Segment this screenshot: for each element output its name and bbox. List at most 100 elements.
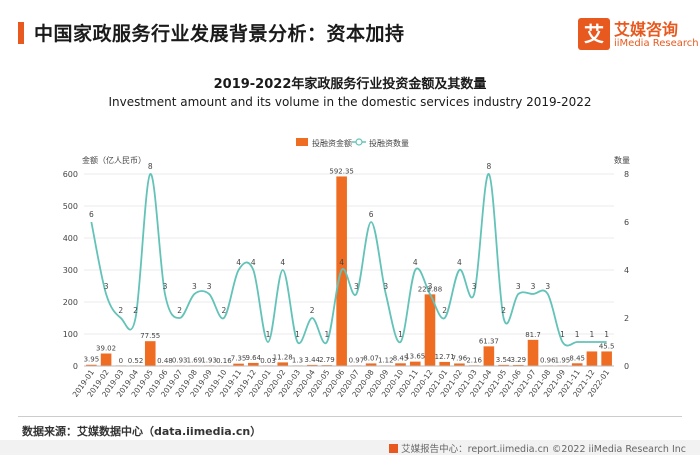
bar-amount [233, 363, 244, 366]
amount-data-label: 0.93 [172, 357, 188, 365]
footer-bar: 艾媒报告中心：report.iimedia.cn ©2022 iiMedia R… [0, 440, 700, 455]
count-data-label: 4 [413, 258, 418, 267]
count-data-label: 6 [89, 210, 94, 219]
footer-text: 艾媒报告中心：report.iimedia.cn ©2022 iiMedia R… [389, 441, 686, 455]
count-data-label: 2 [118, 306, 123, 315]
count-data-label: 1 [325, 330, 330, 339]
bar-amount [424, 294, 436, 366]
amount-data-label: 77.55 [140, 332, 160, 340]
amount-data-label: 1.3 [292, 357, 303, 365]
amount-data-label: 7.35 [231, 355, 247, 363]
bar-amount [395, 363, 406, 366]
count-data-label: 3 [531, 282, 536, 291]
amount-data-label: 0.52 [128, 357, 144, 365]
count-data-label: 3 [192, 282, 197, 291]
y-axis-left-title: 金额（亿人民币） [82, 155, 146, 165]
amount-data-label: 9.64 [246, 354, 262, 362]
y-left-tick-label: 300 [63, 266, 78, 275]
count-data-label: 1 [575, 330, 580, 339]
bar-amount [277, 362, 289, 366]
y-right-tick-label: 2 [624, 314, 629, 323]
legend-swatch-amount [296, 138, 308, 146]
count-data-label: 4 [236, 258, 241, 267]
amount-data-label: 2.16 [466, 356, 482, 364]
amount-data-label: 0.16 [216, 357, 232, 365]
amount-data-label: 8.45 [569, 354, 585, 362]
count-data-label: 1 [295, 330, 300, 339]
amount-data-label: 3.95 [84, 356, 100, 364]
y-right-tick-label: 8 [624, 170, 629, 179]
count-data-label: 3 [383, 282, 388, 291]
bar-amount [586, 351, 598, 366]
brand-logo: 艾 艾媒咨询 iiMedia Research [578, 14, 699, 60]
amount-data-label: 3.29 [511, 356, 527, 364]
amount-data-label: 1.95 [555, 356, 571, 364]
count-data-label: 2 [501, 306, 506, 315]
bar-amount [100, 353, 112, 366]
amount-data-label: 13.65 [405, 353, 425, 361]
footer-logo-icon [389, 444, 399, 453]
amount-data-label: 223.88 [418, 285, 443, 293]
chart-title: 2019-2022年家政服务行业投资金额及其数量 [213, 77, 487, 92]
amount-data-label: 0.48 [157, 357, 173, 365]
amount-data-label: 592.35 [329, 167, 354, 175]
count-data-label: 1 [560, 330, 565, 339]
footer-text-label: 艾媒报告中心：report.iimedia.cn ©2022 iiMedia R… [401, 444, 686, 455]
bar-amount [513, 364, 524, 366]
chart-subtitle: Investment amount and its volume in the … [108, 95, 592, 109]
y-left-tick-label: 200 [63, 298, 78, 307]
amount-data-label: 0.96 [540, 357, 556, 365]
bar-amount [571, 363, 583, 366]
count-data-label: 1 [266, 330, 271, 339]
amount-data-label: 0.03 [260, 357, 276, 365]
bar-amount [439, 361, 450, 366]
count-data-label: 1 [590, 330, 595, 339]
bar-amount [454, 363, 465, 366]
count-data-label: 2 [133, 306, 138, 315]
y-left-tick-label: 0 [73, 362, 78, 371]
count-data-label: 2 [310, 306, 315, 315]
count-data-label: 3 [104, 282, 109, 291]
y-right-tick-label: 0 [624, 362, 629, 371]
amount-data-label: 0 [119, 357, 123, 365]
y-left-tick-label: 100 [63, 330, 78, 339]
y-right-tick-label: 4 [624, 266, 629, 275]
legend-label-amount: 投融资金额 [312, 138, 352, 148]
count-data-label: 4 [251, 258, 256, 267]
amount-data-label: 61.37 [479, 337, 499, 345]
count-data-label: 2 [177, 306, 182, 315]
count-data-label: 3 [163, 282, 168, 291]
count-data-label: 4 [457, 258, 462, 267]
amount-data-label: 7.96 [452, 354, 468, 362]
series-line-count [90, 173, 607, 347]
bar-amount [601, 351, 612, 366]
bar-amount [409, 361, 421, 366]
amount-data-label: 8.07 [363, 354, 379, 362]
count-data-label: 4 [339, 258, 344, 267]
count-data-label: 3 [207, 282, 212, 291]
count-data-label: 3 [545, 282, 550, 291]
bar-amount [365, 363, 377, 366]
bar-amount [86, 364, 97, 366]
logo-mark: 艾 [578, 18, 610, 50]
amount-data-label: 1.12 [378, 357, 394, 365]
count-data-label: 4 [280, 258, 285, 267]
logo-name-cn: 艾媒咨询 [614, 20, 679, 39]
legend-marker-count [355, 138, 363, 146]
y-left-tick-label: 400 [63, 234, 78, 243]
bar-amount [527, 339, 539, 366]
y-left-tick-label: 600 [63, 170, 78, 179]
amount-data-label: 3.54 [496, 356, 512, 364]
y-axis-right-title: 数量 [614, 155, 630, 165]
amount-data-label: 8.45 [393, 354, 409, 362]
amount-data-label: 12.71 [435, 353, 455, 361]
amount-data-label: 3.44 [304, 356, 320, 364]
amount-data-label: 45.5 [599, 342, 615, 350]
count-data-label: 6 [369, 210, 374, 219]
logo-name-en: iiMedia Research [614, 38, 699, 49]
title-accent-bar [18, 22, 24, 44]
bar-amount [144, 341, 156, 366]
bar-amount [248, 362, 259, 366]
amount-data-label: 1.69 [187, 356, 203, 364]
